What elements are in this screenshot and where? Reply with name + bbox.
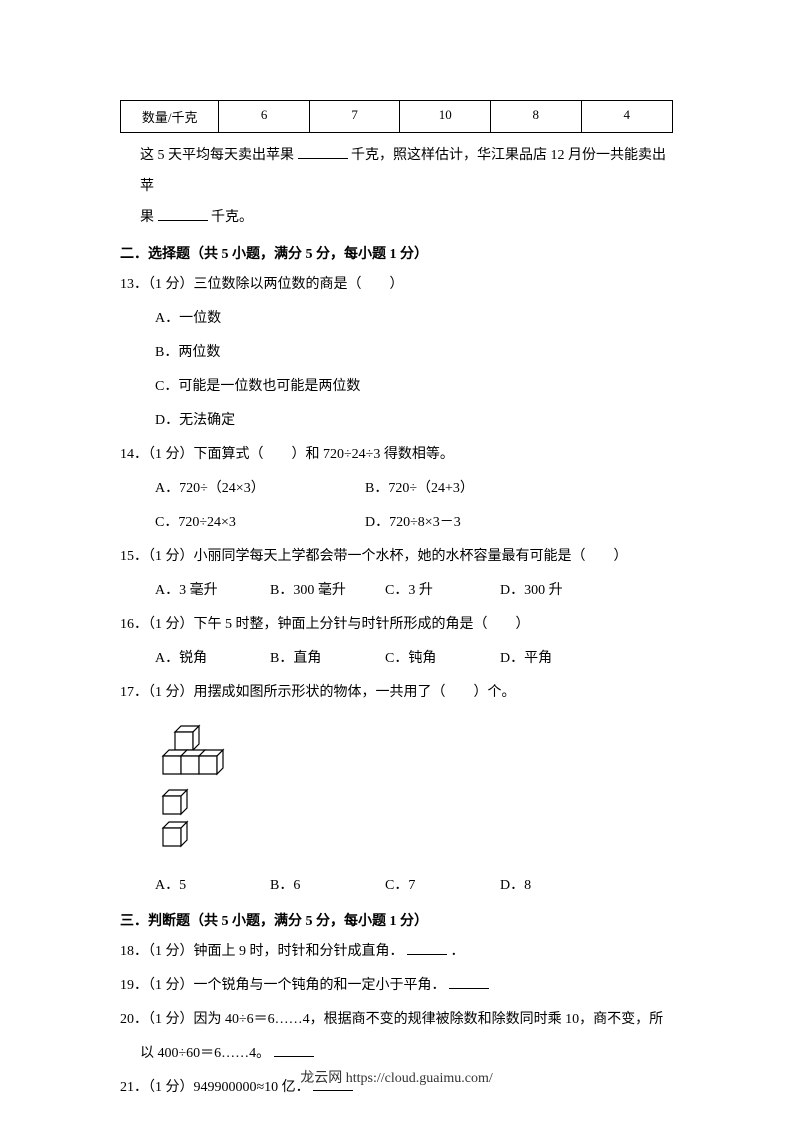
footer: 龙云网 https://cloud.guaimu.com/ [0,1067,793,1087]
q17-text: 17．（1 分）用摆成如图所示形状的物体，一共用了（ ）个。 [120,679,673,707]
table-cell-4: 4 [582,101,673,132]
table-cell-2: 10 [400,101,491,132]
q12-line1: 这 5 天平均每天卖出苹果 千克，照这样估计，华江果品店 12 月份一共能卖出苹 [140,141,673,203]
table-cell-1: 7 [310,101,401,132]
q13-optB: B．两位数 [155,339,673,367]
q20-line1: 20．（1 分）因为 40÷6＝6……4，根据商不变的规律被除数和除数同时乘 1… [120,1006,673,1034]
q17-optA: A．5 [155,872,270,900]
q20-text2: 以 400÷60＝6……4。 [140,1046,270,1061]
q20-line2: 以 400÷60＝6……4。 [140,1040,673,1068]
q15-optD: D．300 升 [500,577,615,605]
q16-optA: A．锐角 [155,645,270,673]
q17-row: A．5 B．6 C．7 D．8 [155,872,673,900]
q14-text: 14．（1 分）下面算式（ ）和 720÷24÷3 得数相等。 [120,441,673,469]
q14-optC: C．720÷24×3 [155,509,365,537]
section3-title: 三．判断题（共 5 小题，满分 5 分，每小题 1 分） [120,910,673,930]
q18-blank [407,941,447,955]
q12-text1: 这 5 天平均每天卖出苹果 [140,148,294,163]
q16-optB: B．直角 [270,645,385,673]
table-header: 数量/千克 [121,101,219,132]
q18-text2: ． [451,944,465,959]
q15-row: A．3 毫升 B．300 毫升 C．3 升 D．300 升 [155,577,673,605]
q18-text1: 18．（1 分）钟面上 9 时，时针和分针成直角． [120,944,404,959]
q15-text: 15．（1 分）小丽同学每天上学都会带一个水杯，她的水杯容量最有可能是（ ） [120,543,673,571]
table-cell-3: 8 [491,101,582,132]
q12-text4: 千克。 [211,210,253,225]
q19: 19．（1 分）一个锐角与一个钝角的和一定小于平角． [120,972,673,1000]
q15-optB: B．300 毫升 [270,577,385,605]
q13-optA: A．一位数 [155,305,673,333]
q14-optB: B．720÷（24+3） [365,475,575,503]
q17-optC: C．7 [385,872,500,900]
cube-svg [155,722,240,852]
q14-optD: D．720÷8×3－3 [365,509,575,537]
q17-optB: B．6 [270,872,385,900]
data-table: 数量/千克 6 7 10 8 4 [120,100,673,133]
q13-optD: D．无法确定 [155,407,673,435]
table-cell-0: 6 [219,101,310,132]
q16-optD: D．平角 [500,645,615,673]
q15-optC: C．3 升 [385,577,500,605]
q19-blank [449,975,489,989]
q17-optD: D．8 [500,872,615,900]
q15-optA: A．3 毫升 [155,577,270,605]
q13-text: 13．（1 分）三位数除以两位数的商是（ ） [120,271,673,299]
q12-text3: 果 [140,210,154,225]
q16-text: 16．（1 分）下午 5 时整，钟面上分针与时针所形成的角是（ ） [120,611,673,639]
q20-blank [274,1043,314,1057]
q14-row2: C．720÷24×3 D．720÷8×3－3 [155,509,673,537]
q19-text: 19．（1 分）一个锐角与一个钝角的和一定小于平角． [120,978,446,993]
q14-row1: A．720÷（24×3） B．720÷（24+3） [155,475,673,503]
q16-row: A．锐角 B．直角 C．钝角 D．平角 [155,645,673,673]
blank-1 [298,145,348,159]
blank-2 [158,207,208,221]
q12-line2: 果 千克。 [140,203,673,234]
cube-figure [155,722,673,857]
section2-title: 二．选择题（共 5 小题，满分 5 分，每小题 1 分） [120,243,673,263]
q13-optC: C．可能是一位数也可能是两位数 [155,373,673,401]
q16-optC: C．钝角 [385,645,500,673]
q14-optA: A．720÷（24×3） [155,475,365,503]
q18: 18．（1 分）钟面上 9 时，时针和分针成直角． ． [120,938,673,966]
